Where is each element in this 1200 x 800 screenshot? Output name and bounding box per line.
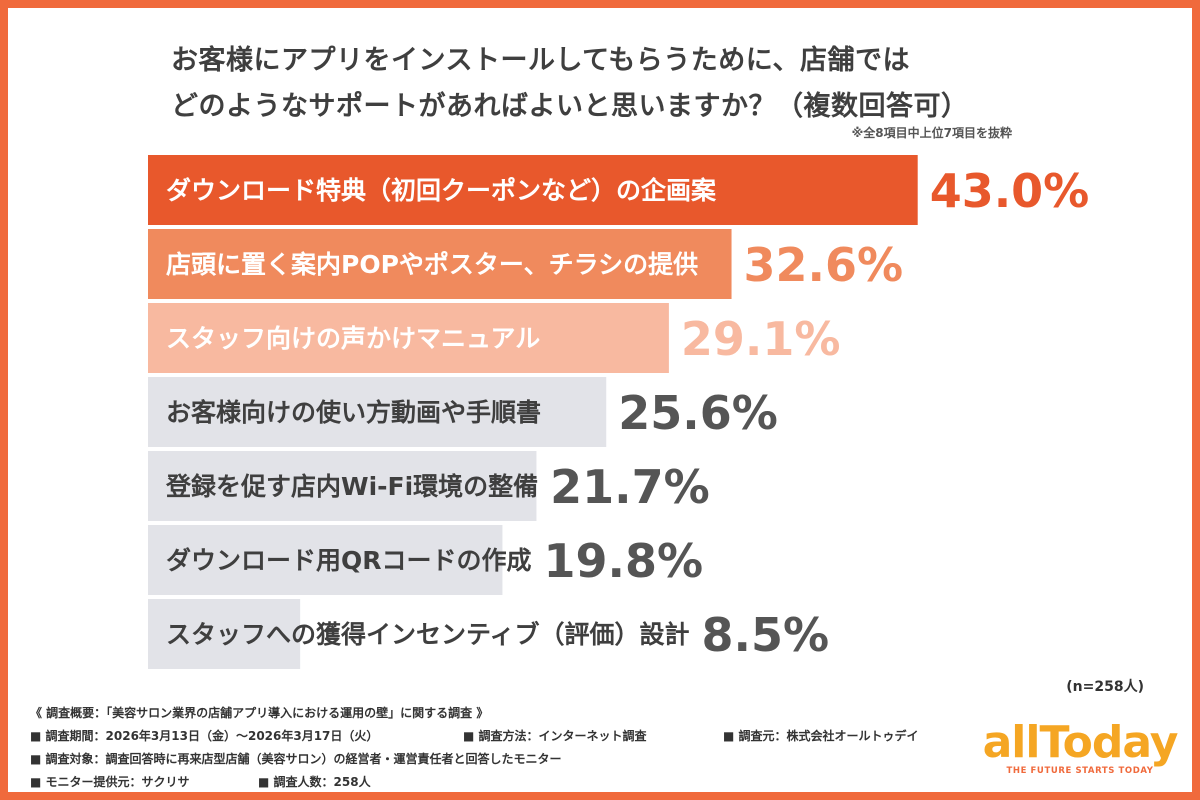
sample-size: (n=258人) [1066,679,1144,695]
bar-label-7: スタッフへの獲得インセンティブ（評価）設計 [166,620,690,649]
bar-label-4: お客様向けの使い方動画や手順書 [166,398,541,427]
bar-label-3: スタッフ向けの声かけマニュアル [166,324,540,353]
survey-period: ■ 調査期間：2026年3月13日（金）〜2026年3月17日（火） [30,729,379,743]
bar-label-2: 店頭に置く案内POPやポスター、チラシの提供 [166,250,698,279]
value-label-6: 19.8% [544,534,704,588]
respondent-count: ■ 調査人数：258人 [258,775,371,789]
survey-overview: 《 調査概要：「美容サロン業界の店舗アプリ導入における運用の壁」に関する調査 》… [30,702,990,792]
selection-note: ※全8項目中上位7項目を抜粋 [851,126,1012,140]
survey-target: ■ 調査対象：調査回答時に再来店型店舗（美容サロン）の経営者・運営責任者と回答し… [30,752,562,766]
bar-2 [148,229,732,299]
bar-4 [148,377,607,447]
bar-label-5: 登録を促す店内Wi-Fi環境の整備 [165,472,538,501]
survey-source: ■ 調査元：株式会社オールトゥデイ [723,729,919,743]
value-label-2: 32.6% [744,238,904,292]
logo-wordmark: allToday [982,717,1179,768]
overview-heading: 《 調査概要：「美容サロン業界の店舗アプリ導入における運用の壁」に関する調査 》 [30,706,489,720]
monitor-provider: ■ モニター提供元：サクリサ [30,775,190,789]
value-label-1: 43.0% [930,164,1090,218]
value-label-7: 8.5% [702,608,830,662]
bar-7 [148,599,301,669]
logo-tagline: THE FUTURE STARTS TODAY [1006,766,1154,776]
bar-5 [148,451,537,521]
bar-3 [148,303,669,373]
bar-label-1: ダウンロード特典（初回クーポンなど）の企画案 [166,176,717,205]
value-label-3: 29.1% [681,312,841,366]
bar-6 [148,525,503,595]
bar-1 [148,155,918,225]
title-line-1: お客様にアプリをインストールしてもらうために、店舗では [171,45,910,76]
value-label-5: 21.7% [550,460,710,514]
chart-title: お客様にアプリをインストールしてもらうために、店舗では どのようなサポートがあれ… [171,38,1071,130]
title-line-2: どのようなサポートがあればよいと思いますか？（複数回答可） [171,91,969,122]
alltoday-logo: allToday THE FUTURE STARTS TODAY [980,717,1180,777]
survey-method: ■ 調査方法：インターネット調査 [463,729,647,743]
bar-chart: ダウンロード特典（初回クーポンなど）の企画案 43.0% 店頭に置く案内POPやポス… [148,155,1090,669]
infographic-card: お客様にアプリをインストールしてもらうために、店舗では どのようなサポートがあれ… [8,8,1192,792]
bar-label-6: ダウンロード用QRコードの作成 [166,546,532,575]
value-label-4: 25.6% [618,386,778,440]
